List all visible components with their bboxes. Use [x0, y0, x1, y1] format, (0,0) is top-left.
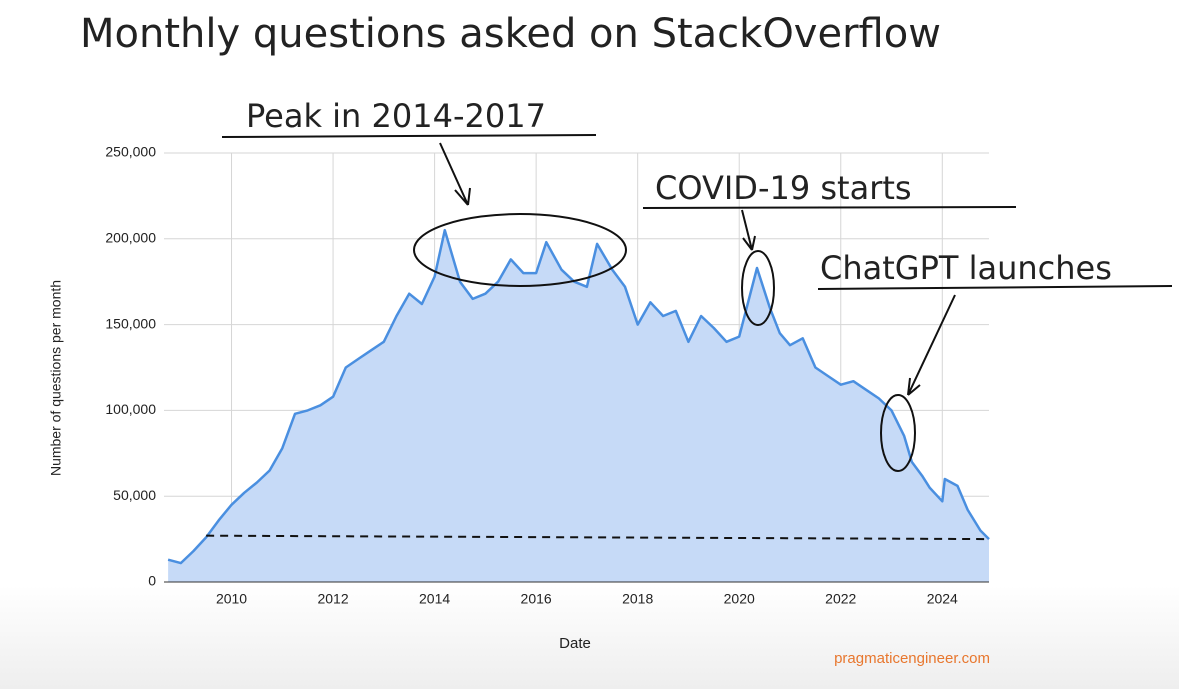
x-tick-label: 2012 [317, 591, 348, 607]
source: pragmaticengineer.com [834, 650, 990, 667]
line [167, 228, 990, 565]
area [168, 230, 990, 582]
x-tick-label: 2010 [216, 591, 247, 607]
sketch-marks [413, 142, 956, 472]
reference-line [206, 534, 990, 541]
annotation: Peak in 2014-2017 [246, 97, 546, 135]
x-tick-label: 2016 [521, 591, 552, 607]
annotation: COVID-19 starts [655, 169, 912, 207]
y-tick-label: 0 [148, 573, 156, 589]
x-tick-label: 2020 [724, 591, 755, 607]
annotation: ChatGPT launches [820, 249, 1112, 287]
y-tick-label: 250,000 [105, 144, 156, 160]
y-tick-label: 50,000 [113, 487, 156, 503]
y-tick-label: 200,000 [105, 230, 156, 246]
y-tick-label: 150,000 [105, 315, 156, 331]
plot: 0 50,000 100,000 150,000 200,000 250,000 2010 2… [105, 144, 990, 607]
annotation-underline [817, 285, 1173, 290]
x-tick-label: 2014 [419, 591, 450, 607]
annotation-underline [642, 206, 1017, 209]
y-tick-label: 100,000 [105, 401, 156, 417]
x-axis-label: Date [559, 635, 591, 652]
y-axis-label: Number of questions per month [48, 280, 64, 476]
x-tick-label: 2024 [927, 591, 958, 607]
annotation-underline [221, 134, 597, 138]
x-tick-label: 2022 [825, 591, 856, 607]
chart-title: Monthly questions asked on StackOverflow [80, 11, 941, 57]
x-tick-label: 2018 [622, 591, 653, 607]
